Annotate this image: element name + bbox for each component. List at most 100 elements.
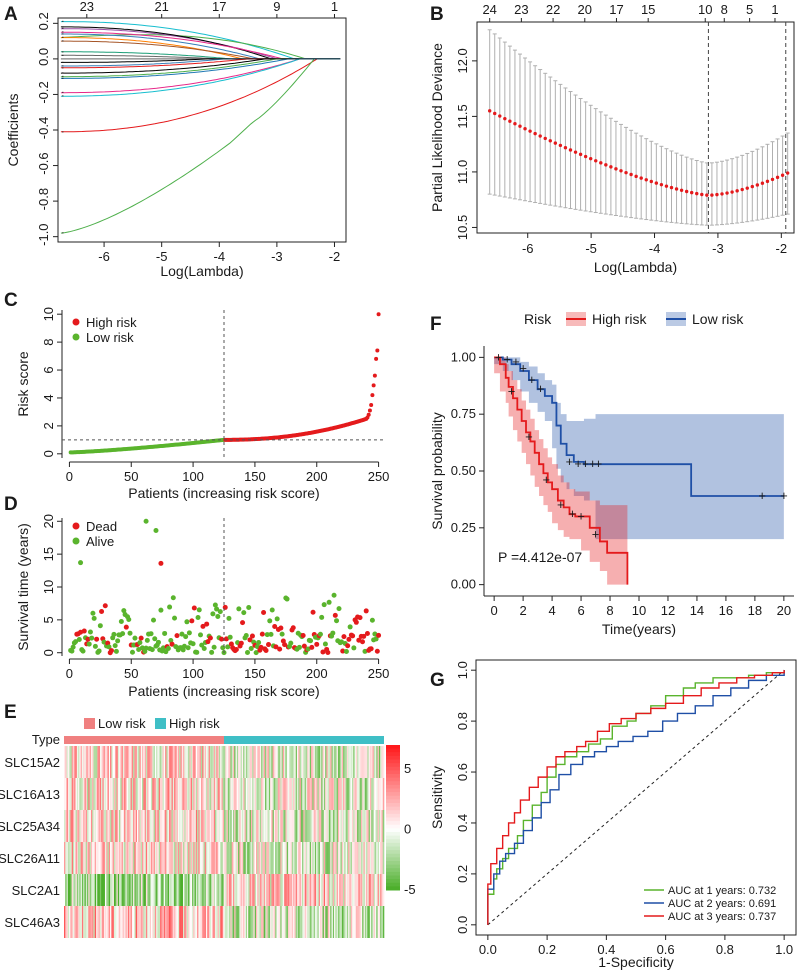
heatmap-cell: [78, 906, 80, 938]
heatmap-cell: [286, 906, 289, 938]
heatmap-cell: [104, 810, 107, 842]
heatmap-cell: [154, 906, 157, 938]
heatmap-cell: [296, 842, 299, 874]
heatmap-cell: [203, 906, 206, 938]
deviance-point: [755, 183, 760, 187]
y-tick-label: 11.0: [455, 160, 470, 184]
high-risk-curve: [494, 356, 629, 585]
heatmap-cell: [254, 810, 257, 842]
dead-point: [376, 632, 382, 638]
heatmap-cell: [225, 746, 227, 778]
heatmap-cell: [79, 810, 81, 842]
heatmap-cell: [309, 906, 312, 938]
heatmap-cell: [317, 746, 320, 778]
alive-point: [179, 631, 185, 637]
heatmap-cell: [170, 842, 172, 874]
heatmap-cell: [69, 906, 71, 938]
top-tick-label: 5: [746, 2, 753, 17]
dead-point: [332, 612, 338, 618]
heatmap-cell: [193, 810, 195, 842]
heatmap-cell: [236, 874, 239, 906]
heatmap-cell: [354, 746, 357, 778]
heatmap-cell: [252, 778, 254, 810]
heatmap-cell: [148, 842, 151, 874]
heatmap-cell: [369, 906, 372, 938]
heatmap-cell: [217, 906, 220, 938]
heatmap-cell: [104, 874, 107, 906]
dead-point: [361, 633, 367, 639]
heatmap-cell: [134, 874, 136, 906]
y-tick-label: -0.6: [36, 152, 51, 174]
heatmap-cell: [218, 874, 221, 906]
deviance-point: [674, 187, 679, 191]
heatmap-cell: [352, 906, 354, 938]
heatmap-cell: [195, 874, 198, 906]
x-tick-label: 18: [748, 603, 762, 618]
heatmap-cell: [90, 746, 93, 778]
heatmap-cell: [276, 874, 279, 906]
heatmap-cell: [144, 746, 147, 778]
x-tick-label: 250: [368, 469, 390, 484]
top-tick-label: 15: [641, 2, 655, 17]
heatmap-cell: [358, 874, 360, 906]
legend-text: AUC at 1 years: 0.732: [668, 885, 776, 897]
heatmap-cell: [369, 746, 372, 778]
heatmap-cell: [286, 874, 289, 906]
heatmap-cell: [256, 778, 258, 810]
deviance-point: [775, 175, 780, 180]
heatmap-cell: [102, 746, 104, 778]
heatmap-cell: [163, 874, 166, 906]
heatmap-cell: [303, 842, 305, 874]
heatmap-cell: [344, 778, 346, 810]
heatmap-cell: [279, 810, 281, 842]
heatmap-cell: [65, 842, 67, 874]
heatmap-cell: [376, 874, 378, 906]
heatmap-cell: [266, 778, 268, 810]
heatmap-cell: [136, 810, 139, 842]
coef-marker-g10: ·: [61, 35, 65, 47]
heatmap-cell: [171, 842, 174, 874]
heatmap-cell: [273, 810, 276, 842]
alive-point: [148, 631, 154, 637]
deviance-point: [588, 156, 593, 161]
x-tick-label: 0.4: [597, 942, 615, 957]
heatmap-cell: [225, 810, 227, 842]
heatmap-cell: [144, 778, 147, 810]
heatmap-cell: [189, 874, 192, 906]
heatmap-cell: [203, 874, 206, 906]
dead-point: [99, 608, 105, 614]
heatmap-cell: [107, 746, 110, 778]
heatmap-cell: [149, 778, 152, 810]
heatmap-cell: [326, 842, 328, 874]
heatmap-cell: [241, 842, 244, 874]
censor-mark: +: [542, 472, 550, 487]
heatmap-cell: [71, 778, 74, 810]
y-tick-label: 10: [41, 580, 56, 594]
heatmap-cell: [209, 906, 212, 938]
y-tick-label: -0.8: [36, 188, 51, 210]
scale-swatch: [386, 879, 400, 884]
dead-point: [207, 635, 213, 641]
y-tick-label: 0.2: [36, 12, 51, 30]
annotation-label: Type: [32, 732, 60, 747]
scale-swatch: [386, 792, 400, 797]
heatmap-cell: [226, 746, 229, 778]
heatmap-cell: [193, 874, 195, 906]
deviance-point: [654, 181, 659, 185]
heatmap-cell: [161, 746, 163, 778]
heatmap-cell: [133, 810, 135, 842]
heatmap-cell: [273, 874, 276, 906]
heatmap-cell: [125, 906, 128, 938]
heatmap-cell: [380, 906, 382, 938]
roc-curve: [487, 670, 785, 925]
heatmap-cell: [285, 746, 288, 778]
heatmap-cell: [366, 906, 368, 938]
heatmap-cell: [175, 906, 177, 938]
heatmap-cell: [133, 778, 135, 810]
high-risk-point: [366, 412, 371, 417]
heatmap-cell: [367, 746, 369, 778]
heatmap-cell: [130, 842, 133, 874]
deviance-point: [487, 109, 492, 113]
heatmap-cell: [108, 842, 111, 874]
